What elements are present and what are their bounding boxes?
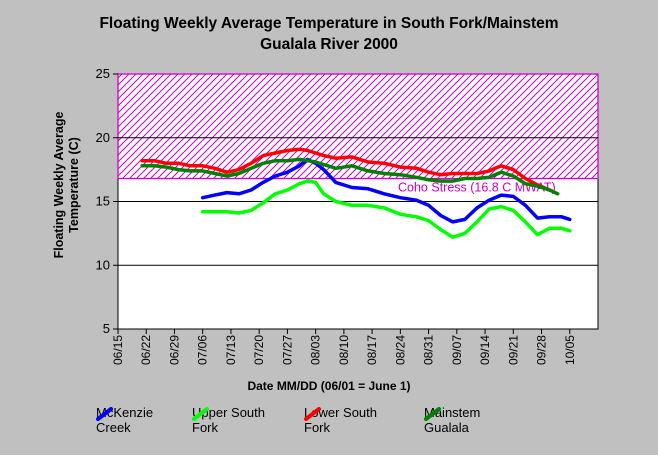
x-tick-label: 06/22 (139, 335, 153, 365)
x-tick-label: 06/29 (167, 335, 181, 365)
coho-stress-zone (117, 73, 599, 180)
chart-title: Floating Weekly Average Temperature in S… (99, 15, 559, 32)
y-tick-label: 25 (96, 66, 110, 81)
x-tick-label: 10/05 (563, 335, 577, 365)
x-tick-label: 07/13 (224, 335, 238, 365)
x-tick-label: 09/21 (506, 335, 520, 365)
coho-stress-label: Coho Stress (16.8 C MWAT) (398, 181, 556, 195)
legend-label-lower-south-fork: Lower South Fork (304, 405, 377, 435)
legend-label-upper-south-fork: Upper South Fork (192, 405, 265, 435)
legend-label-mainstem: Mainstem Gualala (424, 405, 481, 435)
legend-swatch-upper-south-fork (192, 407, 209, 421)
chart-subtitle: Gualala River 2000 (260, 36, 398, 53)
x-tick-label: 09/07 (450, 335, 464, 365)
series-line-mckenzie-creek (200, 157, 572, 224)
y-tick-label: 10 (96, 257, 110, 272)
x-tick-label: 06/15 (111, 335, 125, 365)
legend-item-lower-south-fork: Lower South Fork (304, 405, 394, 435)
legend-swatch-mainstem (424, 407, 441, 421)
x-tick-label: 08/10 (337, 335, 351, 365)
series-line-upper-south-fork (200, 179, 572, 239)
legend-swatch-mckenzie (96, 407, 113, 421)
legend-item-mckenzie: McKenzie Creek (96, 405, 186, 435)
x-tick-label: 07/06 (196, 335, 210, 365)
x-tick-label: 08/03 (309, 335, 323, 365)
x-tick-label: 09/14 (478, 335, 492, 365)
y-tick-label: 15 (96, 194, 110, 209)
x-tick-label: 07/27 (280, 335, 294, 365)
y-tick-label: 5 (103, 321, 110, 336)
x-axis-label: Date MM/DD (06/01 = June 1) (247, 379, 411, 393)
x-tick-label: 08/17 (365, 335, 379, 365)
legend-item-mainstem: Mainstem Gualala (424, 405, 514, 435)
x-tick-label: 08/24 (393, 335, 407, 365)
legend-item-upper-south-fork: Upper South Fork (192, 405, 282, 435)
legend-swatch-lower-south-fork (304, 407, 321, 421)
y-tick-label: 20 (96, 130, 110, 145)
x-tick-label: 07/20 (252, 335, 266, 365)
series-line-lower-south-fork (140, 147, 552, 192)
x-tick-label: 09/28 (535, 335, 549, 365)
series-line-mainstem-gualala (140, 157, 560, 196)
x-tick-label: 08/31 (422, 335, 436, 365)
